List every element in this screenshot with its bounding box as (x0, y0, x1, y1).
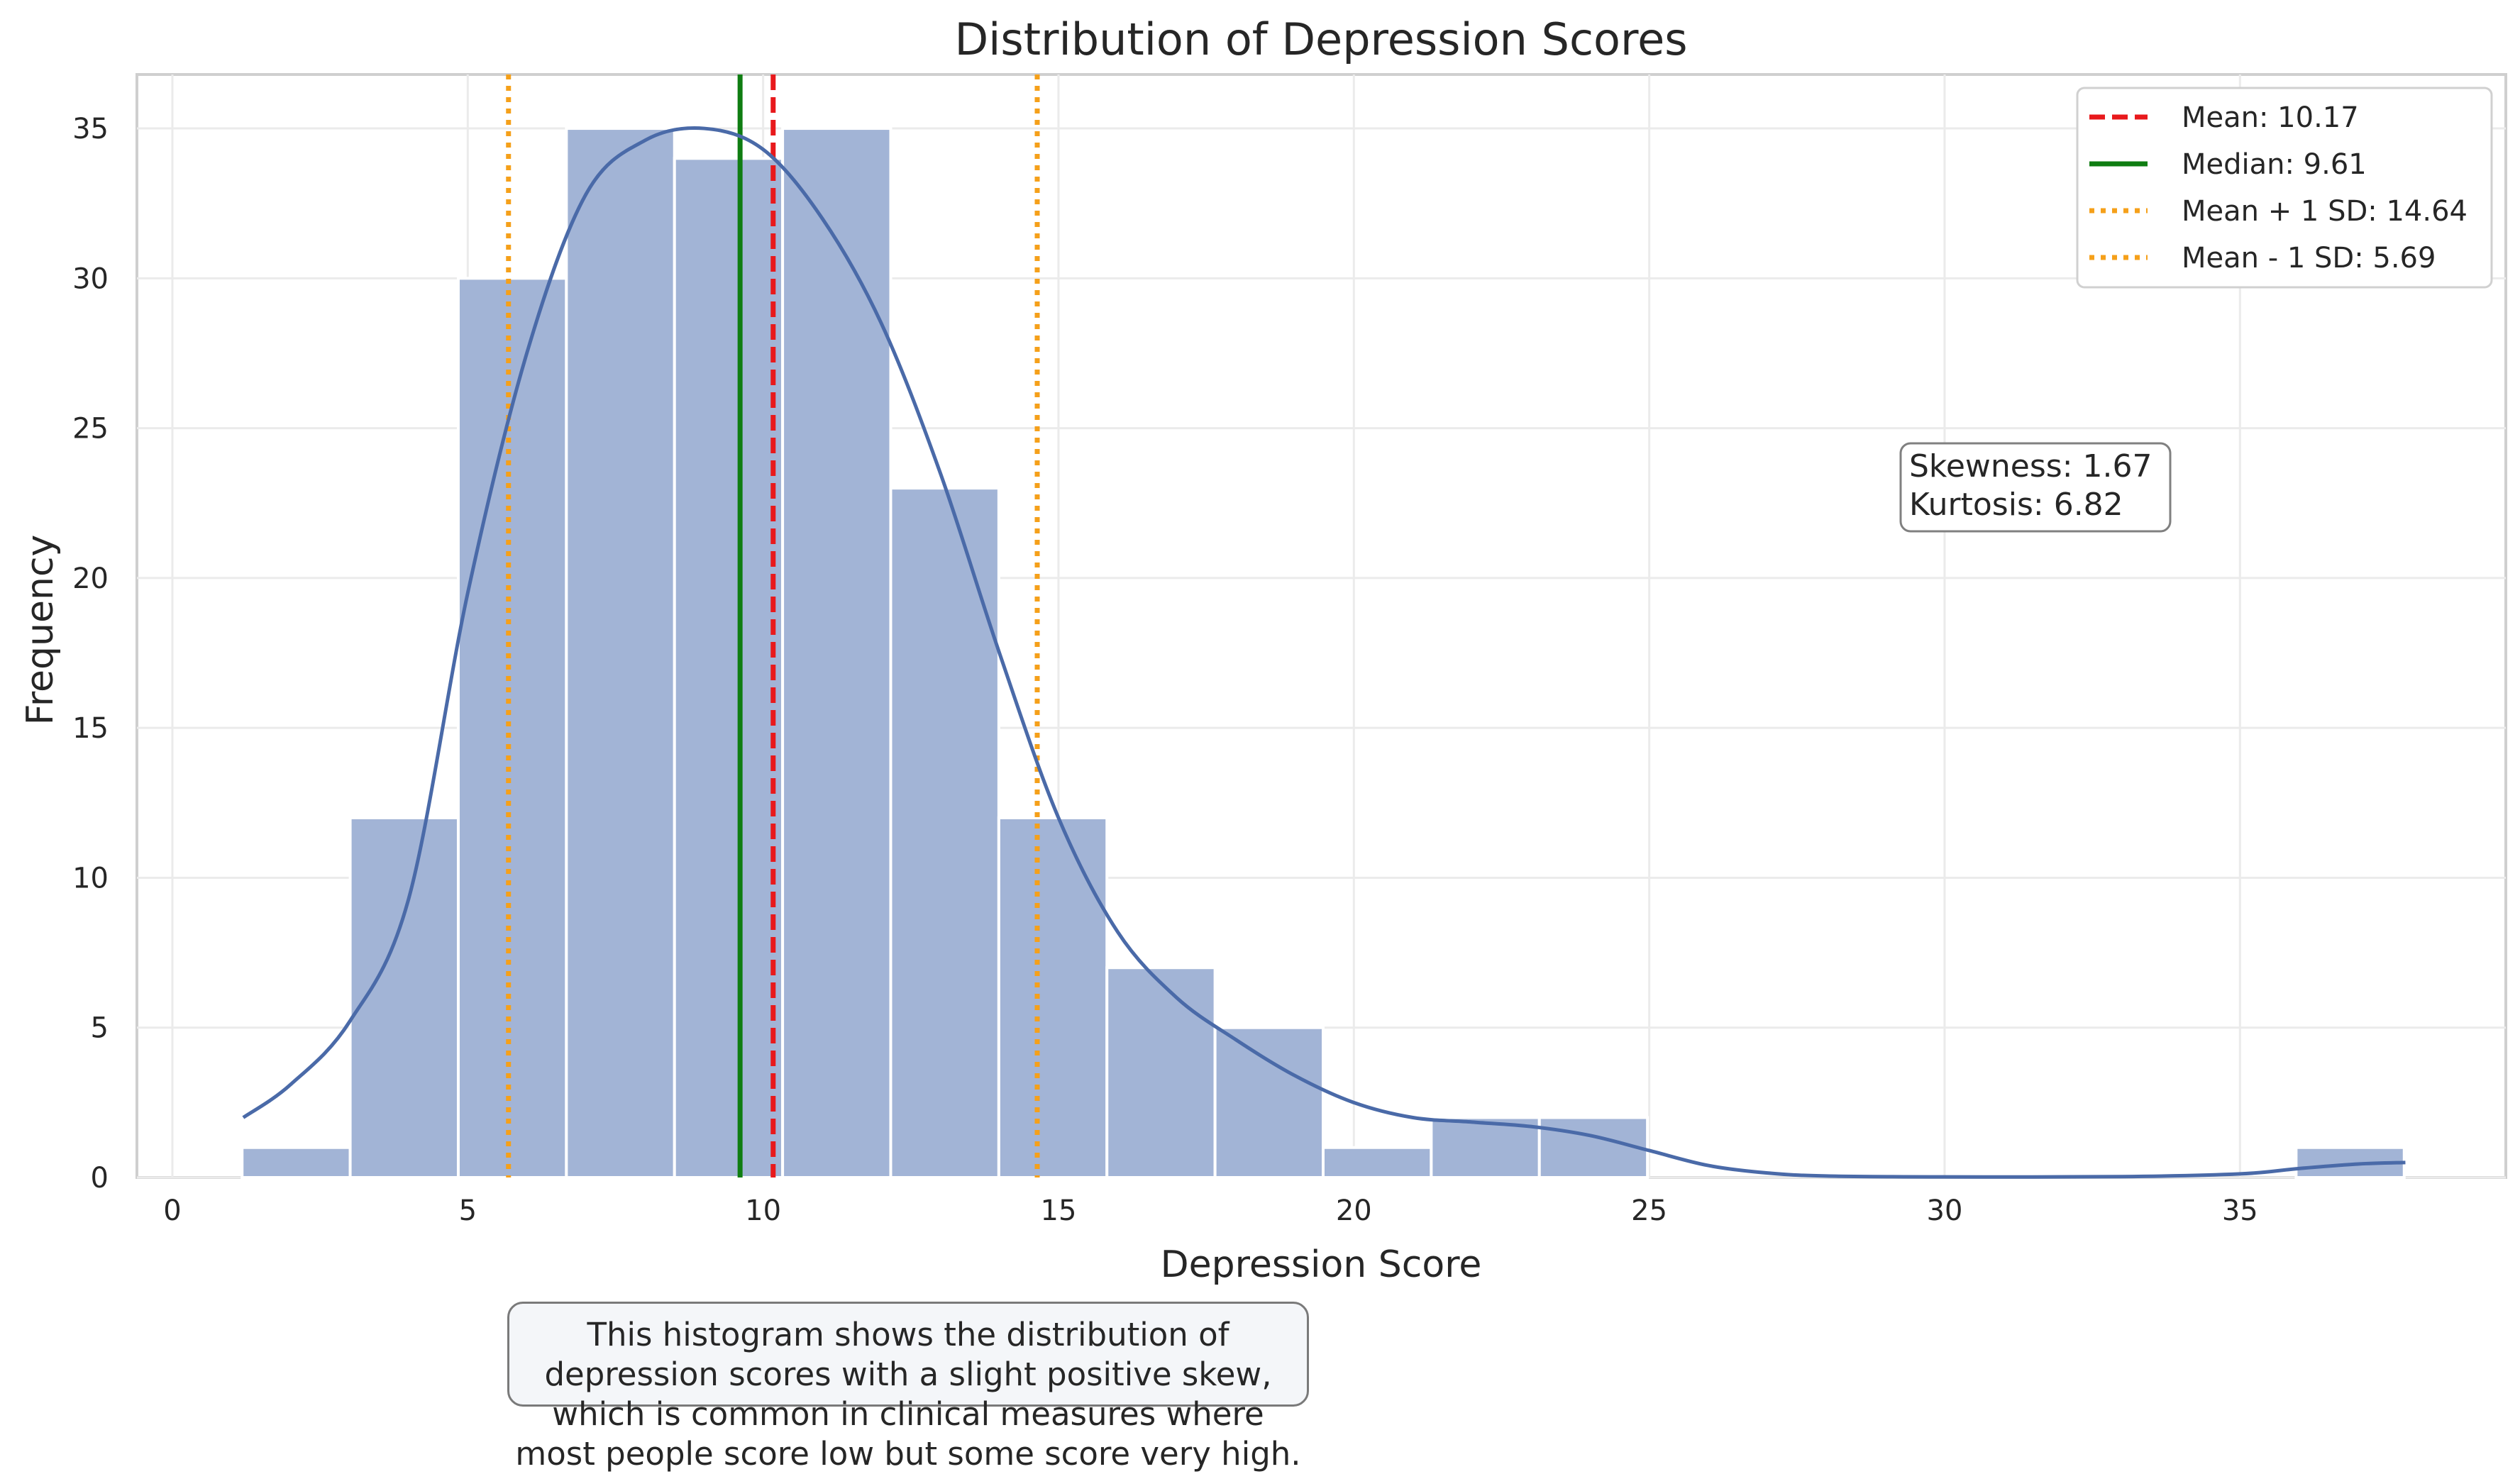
y-tick-label: 0 (91, 1162, 109, 1195)
y-tick-label: 25 (72, 413, 109, 445)
x-tick-label: 25 (1631, 1195, 1667, 1227)
y-tick-label: 30 (72, 262, 109, 295)
kde-curve (242, 126, 2406, 1179)
legend: Mean: 10.17 Median: 9.61 Mean + 1 SD: 14.6… (2076, 87, 2493, 289)
legend-label: Mean: 10.17 (2182, 101, 2359, 134)
tick-layer: 0 5 10 15 20 25 30 35 0 5 10 15 20 25 30 35 (72, 113, 2258, 1227)
histogram-bar (456, 277, 568, 1180)
y-tick-label: 20 (72, 563, 109, 595)
histogram-bar (1213, 1026, 1325, 1179)
reference-line-layer (506, 74, 1040, 1177)
kde-layer (242, 126, 2406, 1179)
x-tick-label: 35 (2222, 1195, 2258, 1227)
x-tick-label: 20 (1336, 1195, 1372, 1227)
bar-layer (241, 127, 2406, 1180)
chart-title: Distribution of Depression Scores (954, 13, 1687, 65)
legend-label: Mean - 1 SD: 5.69 (2182, 242, 2436, 275)
x-tick-label: 15 (1041, 1195, 1077, 1227)
y-tick-label: 5 (91, 1012, 109, 1045)
legend-entries: Mean: 10.17 Median: 9.61 Mean + 1 SD: 14.6… (2089, 101, 2468, 275)
x-tick-label: 5 (459, 1195, 477, 1227)
y-tick-label: 10 (72, 862, 109, 894)
y-tick-label: 35 (72, 113, 109, 145)
histogram-bar (1105, 966, 1217, 1179)
histogram-bar (997, 816, 1109, 1180)
stats-box: Skewness: 1.67 Kurtosis: 6.82 (1899, 442, 2172, 533)
caption-line-2: which is common in clinical measures whe… (515, 1395, 1301, 1473)
kurtosis-label: Kurtosis: 6.82 (1909, 487, 2123, 523)
histogram-bar (1321, 1146, 1433, 1179)
stats-box-frame (1899, 442, 2172, 533)
histogram-bar (673, 157, 785, 1180)
histogram-bar (781, 127, 892, 1179)
skewness-label: Skewness: 1.67 (1909, 448, 2152, 484)
histogram-bar (565, 127, 676, 1179)
histogram-bar (241, 1146, 352, 1179)
histogram-bar (348, 816, 460, 1180)
histogram-bar (889, 487, 1000, 1179)
y-axis-label: Frequency (19, 535, 62, 726)
histogram-bar (1537, 1116, 1649, 1180)
histogram-chart: 0 5 10 15 20 25 30 35 0 5 10 15 20 25 30 35 Distributio… (19, 13, 2507, 1286)
x-axis-label: Depression Score (1161, 1243, 1482, 1286)
histogram-bar (1430, 1116, 1541, 1180)
legend-box (2076, 87, 2493, 289)
caption-box: This histogram shows the distribution of… (507, 1302, 1309, 1473)
x-tick-label: 30 (1927, 1195, 1963, 1227)
x-tick-label: 0 (163, 1195, 181, 1227)
y-tick-label: 15 (72, 712, 109, 745)
x-tick-label: 10 (745, 1195, 781, 1227)
legend-label: Median: 9.61 (2182, 148, 2367, 181)
legend-label: Mean + 1 SD: 14.64 (2182, 195, 2468, 228)
caption-line-1: This histogram shows the distribution of… (544, 1316, 1272, 1393)
